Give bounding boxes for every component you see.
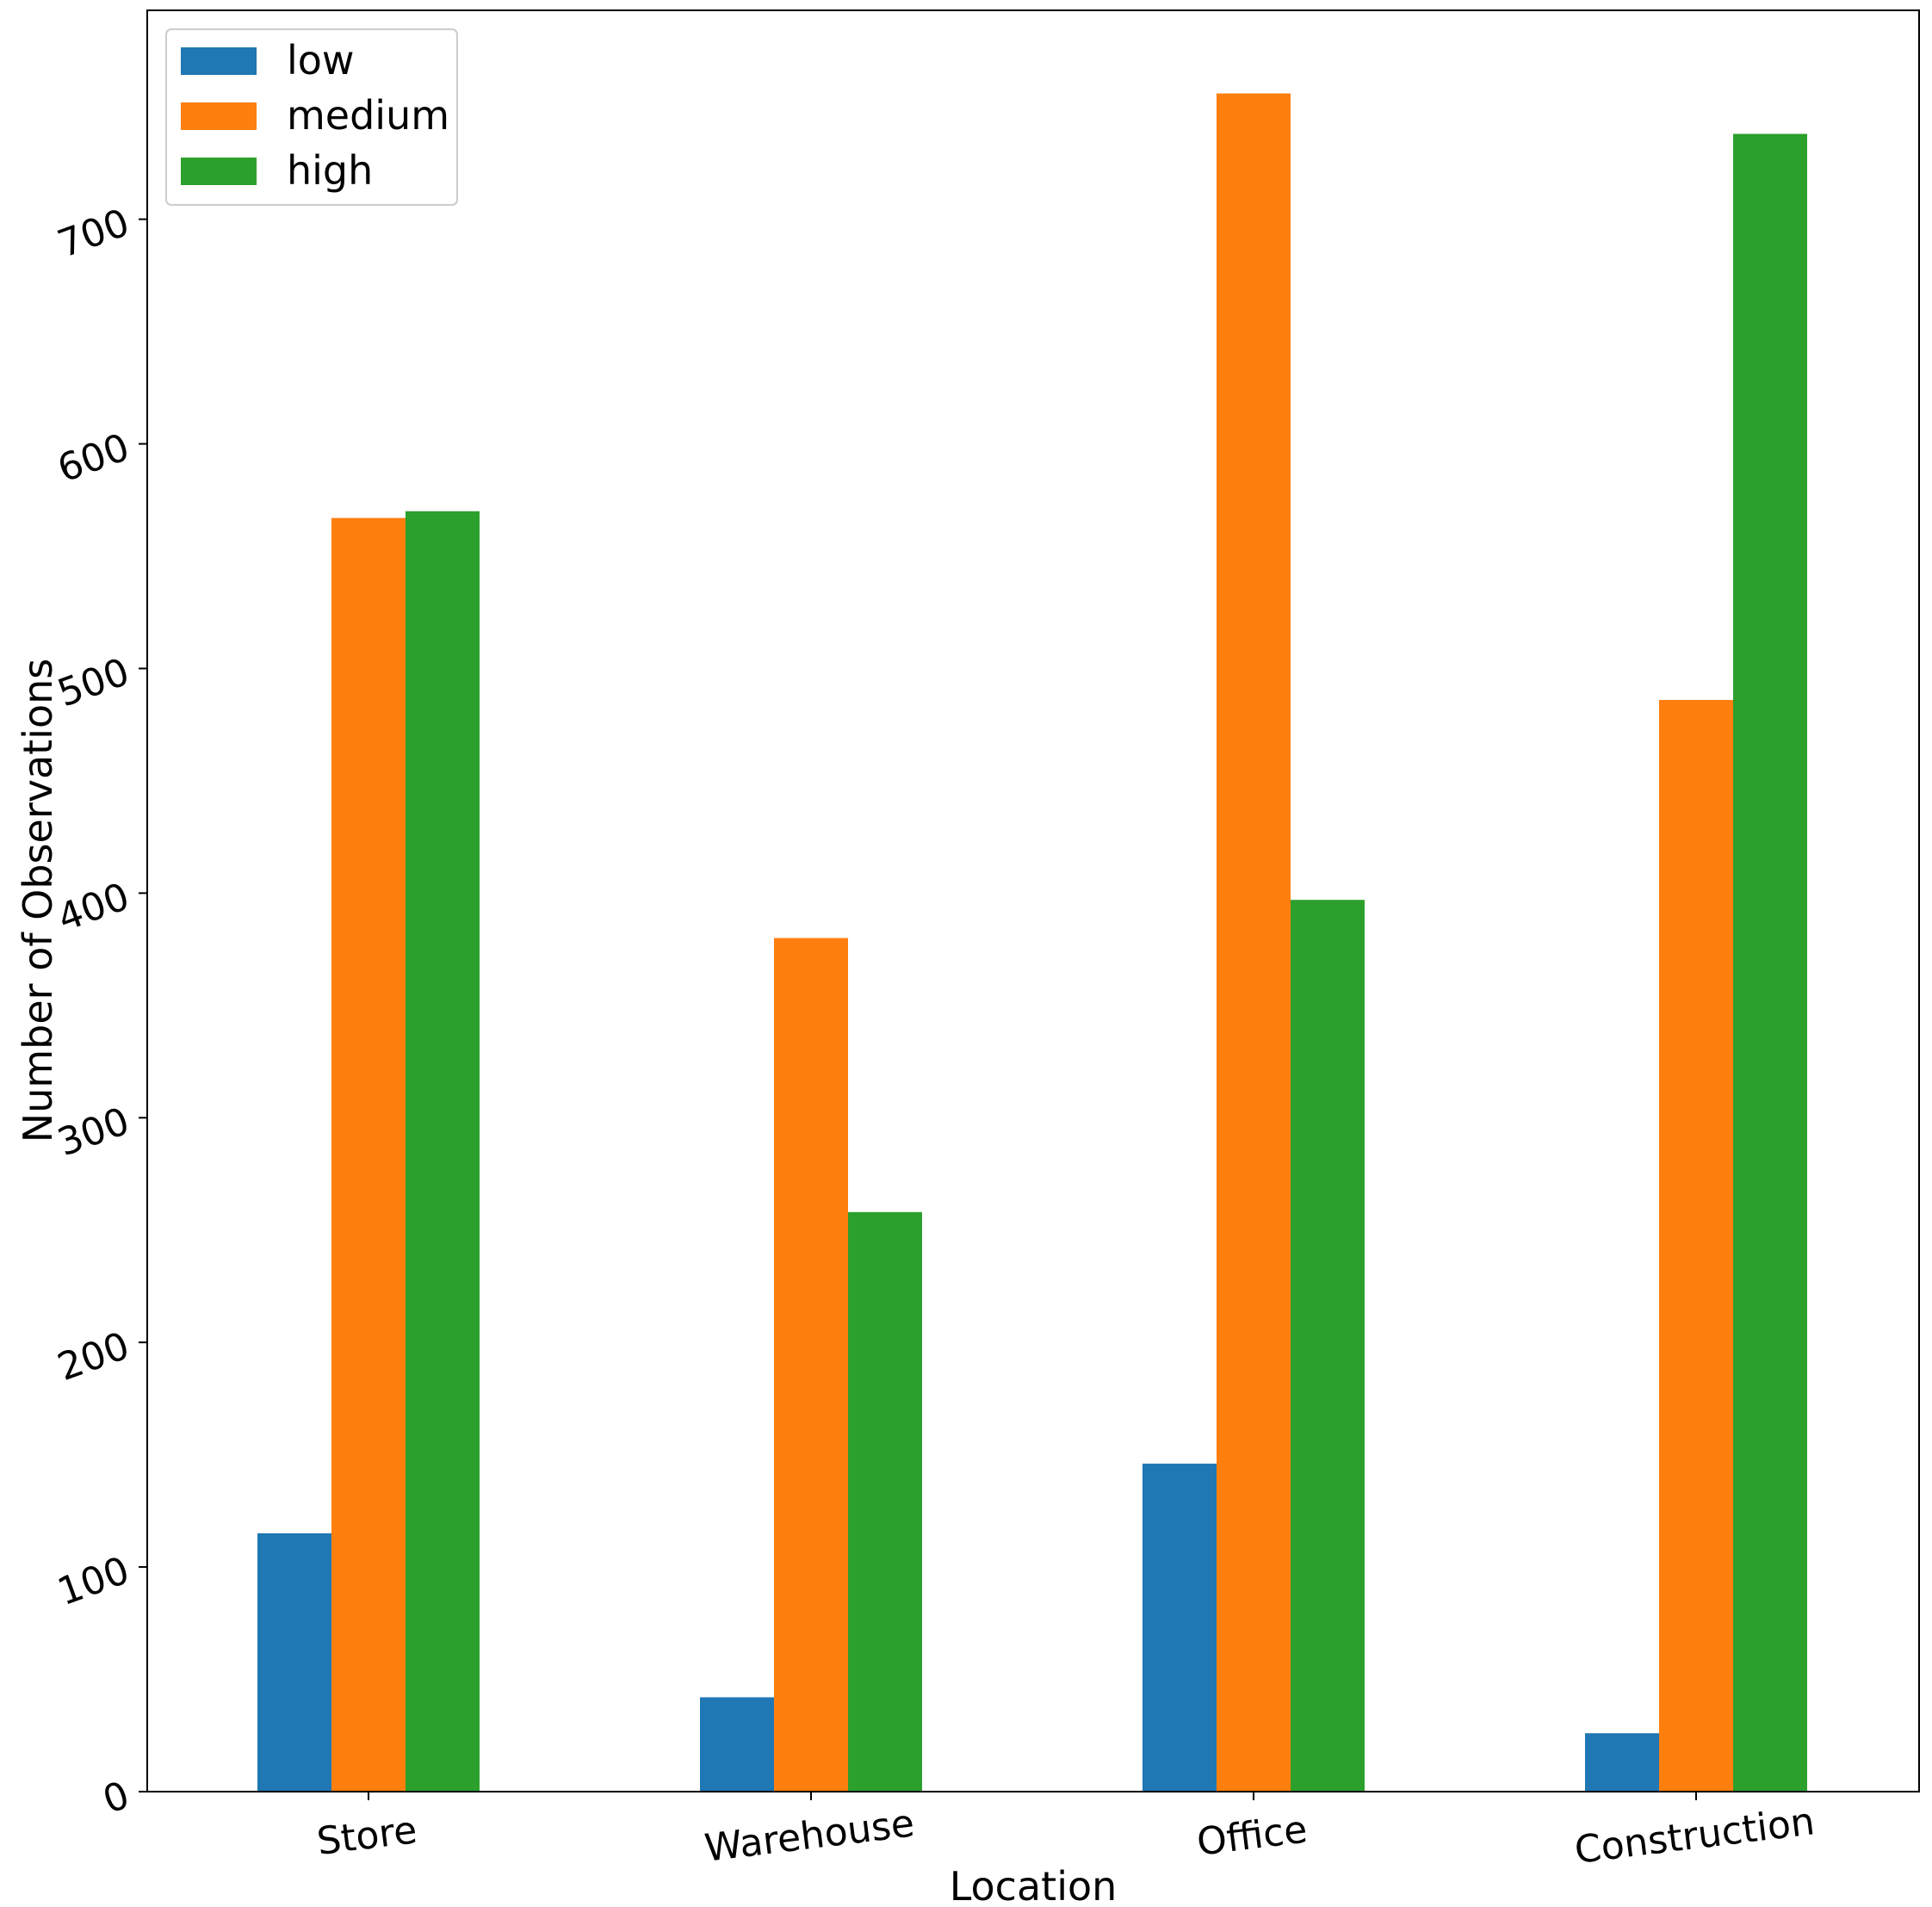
bar-store-high [406, 511, 480, 1792]
bar-construction-low [1585, 1733, 1659, 1792]
legend-label-medium: medium [287, 92, 449, 139]
bar-warehouse-low [700, 1697, 774, 1792]
bar-warehouse-medium [774, 938, 848, 1792]
legend-swatch-medium [181, 102, 257, 130]
bar-warehouse-high [848, 1211, 922, 1792]
bars-group [257, 93, 1807, 1792]
legend-swatch-high [181, 158, 257, 185]
bar-office-low [1142, 1464, 1217, 1792]
bar-construction-high [1733, 133, 1807, 1792]
legend-swatch-low [181, 47, 257, 75]
legend-label-high: high [287, 147, 373, 194]
bar-construction-medium [1659, 699, 1733, 1792]
y-axis-label: Number of Observations [15, 659, 61, 1142]
bar-office-high [1291, 900, 1365, 1792]
legend: low medium high [165, 28, 458, 206]
x-axis-label: Location [950, 1863, 1118, 1907]
bar-office-medium [1217, 93, 1291, 1792]
plot-frame [146, 9, 1920, 1792]
bar-store-low [257, 1532, 331, 1792]
legend-label-low: low [287, 37, 355, 84]
bar-store-medium [331, 517, 406, 1792]
